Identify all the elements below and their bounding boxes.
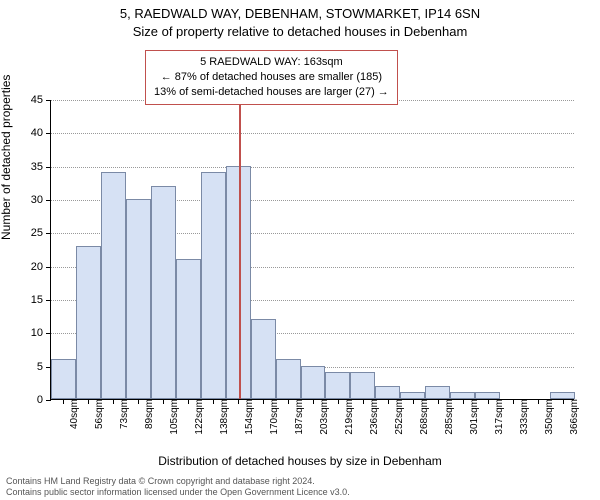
histogram-bar [301, 366, 326, 399]
histogram-bar [51, 359, 76, 399]
histogram-bar [450, 392, 475, 399]
histogram-bar [151, 186, 176, 399]
gridline [51, 167, 574, 168]
x-tick-label: 333sqm [513, 399, 530, 435]
x-tick-label: 105sqm [163, 399, 180, 435]
title-address: 5, RAEDWALD WAY, DEBENHAM, STOWMARKET, I… [0, 6, 600, 21]
y-tick-label: 15 [31, 294, 51, 306]
x-tick-label: 366sqm [563, 399, 580, 435]
x-tick-label: 252sqm [388, 399, 405, 435]
x-tick-label: 350sqm [538, 399, 555, 435]
y-tick-label: 20 [31, 261, 51, 273]
x-tick-label: 138sqm [213, 399, 230, 435]
y-tick-label: 0 [37, 394, 51, 406]
x-tick-label: 236sqm [363, 399, 380, 435]
histogram-bar [201, 172, 226, 399]
histogram-bar [126, 199, 151, 399]
y-tick-label: 10 [31, 327, 51, 339]
histogram-bar [276, 359, 301, 399]
histogram-bar [325, 372, 350, 399]
info-box: 5 RAEDWALD WAY: 163sqm ← 87% of detached… [145, 50, 398, 105]
title-subtitle: Size of property relative to detached ho… [0, 24, 600, 39]
x-tick-label: 268sqm [413, 399, 430, 435]
x-tick-label: 154sqm [238, 399, 255, 435]
histogram-bar [375, 386, 400, 399]
plot-area: 05101520253035404540sqm56sqm73sqm89sqm10… [50, 100, 574, 400]
y-tick-label: 35 [31, 161, 51, 173]
x-tick-label: 301sqm [463, 399, 480, 435]
attribution: Contains HM Land Registry data © Crown c… [6, 476, 594, 499]
x-axis-label: Distribution of detached houses by size … [0, 454, 600, 468]
x-tick-label: 122sqm [188, 399, 205, 435]
chart-container: 5, RAEDWALD WAY, DEBENHAM, STOWMARKET, I… [0, 0, 600, 500]
y-tick-label: 45 [31, 94, 51, 106]
histogram-bar [475, 392, 500, 399]
x-tick-label: 73sqm [113, 399, 130, 429]
histogram-bar [425, 386, 450, 399]
y-tick-label: 30 [31, 194, 51, 206]
x-tick-label: 170sqm [263, 399, 280, 435]
info-box-line1: 5 RAEDWALD WAY: 163sqm [154, 55, 389, 70]
histogram-bar [550, 392, 575, 399]
y-tick-label: 40 [31, 127, 51, 139]
gridline [51, 133, 574, 134]
histogram-bar [101, 172, 126, 399]
x-tick-label: 56sqm [88, 399, 105, 429]
histogram-bar [176, 259, 201, 399]
x-tick-label: 40sqm [63, 399, 80, 429]
x-tick-label: 219sqm [338, 399, 355, 435]
histogram-bar [76, 246, 101, 399]
x-tick-label: 187sqm [288, 399, 305, 435]
y-tick-label: 5 [37, 361, 51, 373]
histogram-bar [400, 392, 425, 399]
marker-line [239, 100, 241, 399]
x-tick-label: 203sqm [313, 399, 330, 435]
histogram-bar [350, 372, 375, 399]
y-axis-label: Number of detached properties [0, 75, 13, 240]
info-box-line2: ← 87% of detached houses are smaller (18… [154, 70, 389, 85]
x-tick-label: 317sqm [488, 399, 505, 435]
info-box-line3: 13% of semi-detached houses are larger (… [154, 85, 389, 100]
x-tick-label: 89sqm [138, 399, 155, 429]
attribution-line2: Contains public sector information licen… [6, 487, 594, 498]
y-tick-label: 25 [31, 227, 51, 239]
histogram-bar [251, 319, 276, 399]
attribution-line1: Contains HM Land Registry data © Crown c… [6, 476, 594, 487]
x-tick-label: 285sqm [438, 399, 455, 435]
histogram-bar [226, 166, 251, 399]
